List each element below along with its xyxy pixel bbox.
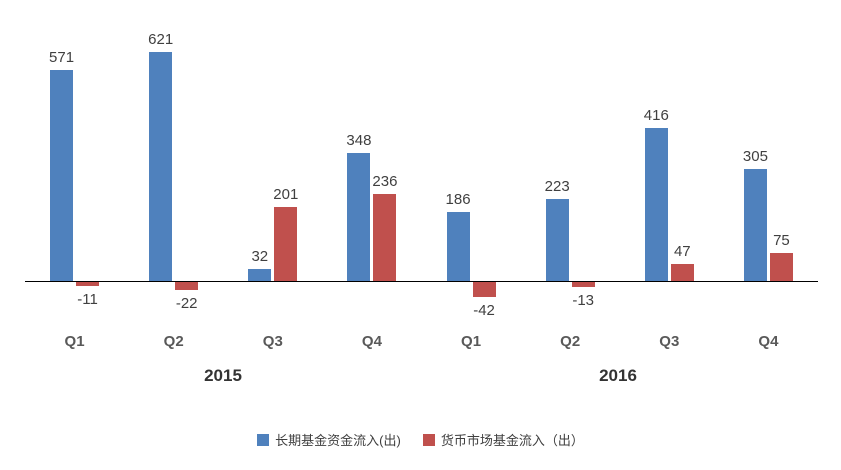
- data-label: 32: [251, 248, 269, 266]
- bar-money-market-fund: [76, 282, 100, 287]
- bar-money-market-fund: [571, 282, 595, 287]
- bar-long-term-fund: [50, 70, 74, 281]
- data-label: 571: [49, 49, 75, 67]
- bar-long-term-fund: [644, 127, 668, 281]
- data-label: 47: [673, 242, 691, 260]
- data-label: -42: [473, 302, 495, 320]
- bar-long-term-fund: [545, 198, 569, 281]
- legend-swatch-blue-icon: [257, 433, 270, 446]
- data-label: 348: [346, 131, 372, 149]
- data-label: -22: [175, 295, 198, 313]
- category-label: Q3: [262, 333, 283, 350]
- legend: 长期基金资金流入(出) 货币市场基金流入（出）: [0, 430, 841, 449]
- legend-label-long-term-fund: 长期基金资金流入(出): [275, 433, 401, 448]
- category-label: Q1: [461, 333, 482, 350]
- bar-long-term-fund: [743, 168, 767, 281]
- data-label: 416: [643, 106, 669, 124]
- bar-long-term-fund: [248, 269, 272, 281]
- category-label: Q4: [361, 333, 382, 350]
- legend-item-money-market-fund: 货币市场基金流入（出）: [422, 430, 584, 449]
- category-label: Q2: [560, 333, 581, 350]
- bar-long-term-fund: [446, 212, 470, 281]
- category-label: Q3: [659, 333, 680, 350]
- data-label: -13: [572, 291, 595, 309]
- data-label: 621: [148, 31, 174, 48]
- bar-money-market-fund: [373, 193, 397, 281]
- data-label: 186: [445, 191, 471, 209]
- data-label: 236: [372, 172, 398, 190]
- data-label: 305: [742, 147, 768, 165]
- data-label: 223: [544, 177, 570, 195]
- category-label: Q2: [163, 333, 184, 350]
- legend-swatch-red-icon: [422, 433, 435, 446]
- data-label: 201: [273, 185, 299, 203]
- category-label: Q4: [758, 333, 779, 350]
- bar-money-market-fund: [769, 253, 793, 281]
- bar-money-market-fund: [175, 282, 199, 291]
- legend-label-money-market-fund: 货币市场基金流入（出）: [440, 433, 584, 448]
- bar-money-market-fund: [670, 263, 694, 281]
- data-label: -11: [77, 291, 98, 309]
- bar-long-term-fund: [347, 152, 371, 281]
- year-label-2015: 2015: [204, 366, 242, 385]
- bar-money-market-fund: [274, 206, 298, 281]
- bar-money-market-fund: [472, 282, 496, 298]
- year-label-2016: 2016: [599, 366, 637, 385]
- bar-long-term-fund: [149, 52, 173, 281]
- x-axis-line: [25, 281, 818, 282]
- category-label: Q1: [64, 333, 85, 350]
- data-label: 75: [773, 232, 790, 250]
- legend-item-long-term-fund: 长期基金资金流入(出): [257, 430, 401, 449]
